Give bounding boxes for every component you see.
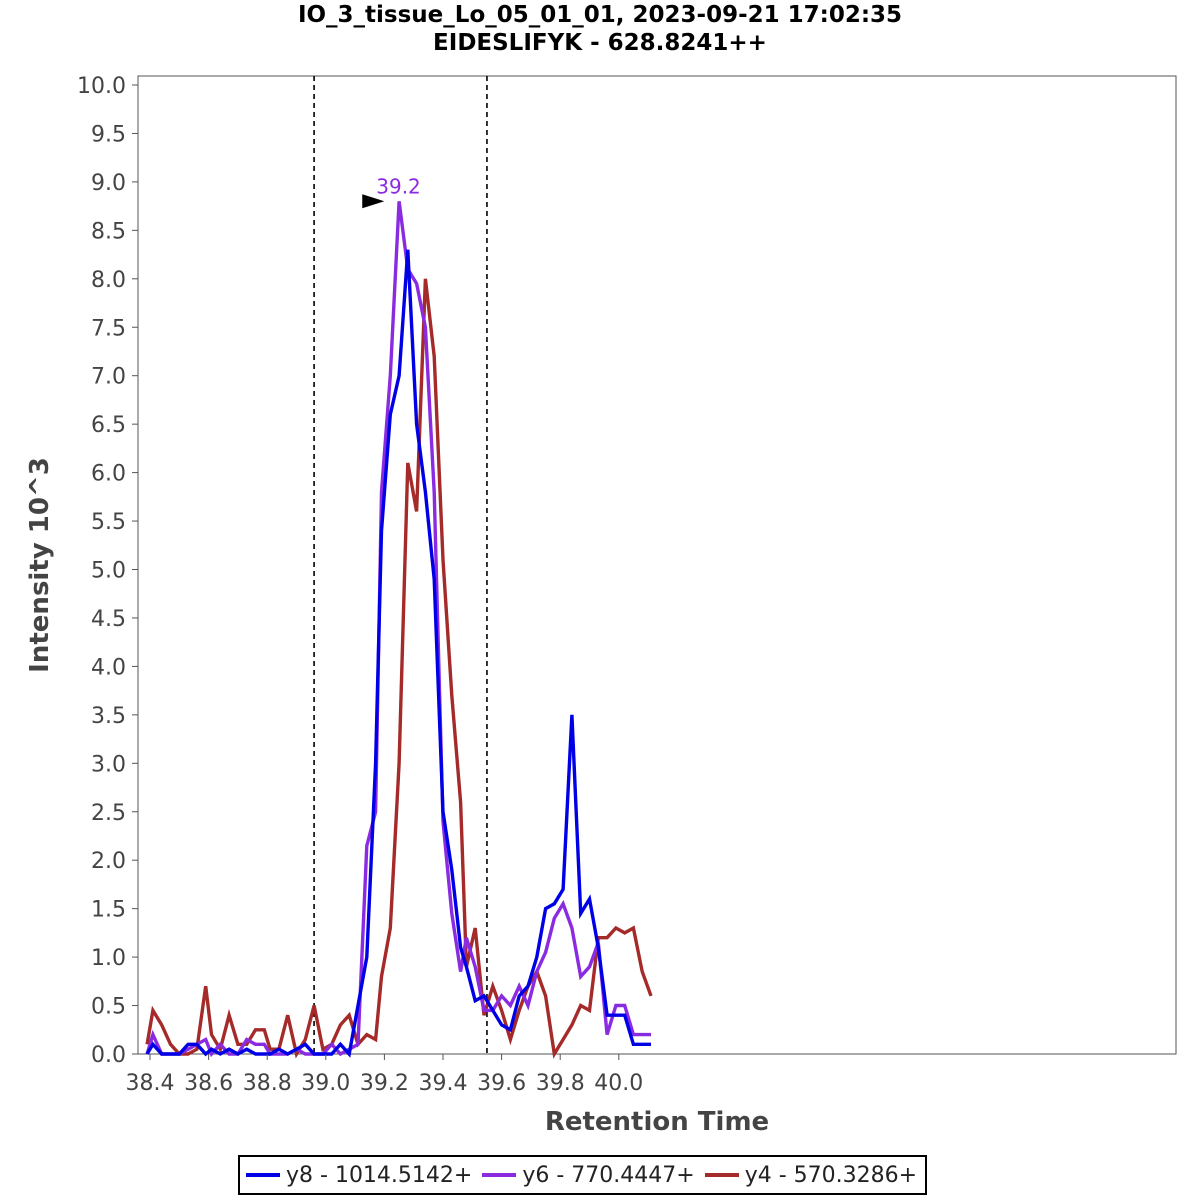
peak-boundaries — [313, 76, 488, 1054]
y-tick-label: 8.5 — [91, 219, 126, 244]
y-tick-label: 6.0 — [91, 462, 126, 487]
x-tick-label: 39.2 — [360, 1071, 409, 1096]
legend-swatch — [482, 1173, 517, 1177]
y-tick-label: 1.5 — [91, 898, 126, 923]
chart-title: IO_3_tissue_Lo_05_01_01, 2023-09-21 17:0… — [297, 2, 903, 28]
y-tick-label: 7.0 — [91, 365, 126, 390]
legend-item: y6 - 770.4447+ — [482, 1162, 695, 1188]
y-axis-title: Intensity 10^3 — [25, 457, 55, 673]
y-axis: 0.0 0.5 1.0 1.5 2.0 2.5 3.0 3.5 4.0 4.5 5.0 5.5 6.0 6… — [77, 74, 138, 1068]
legend-item: y4 - 570.3286+ — [704, 1162, 918, 1188]
x-tick-label: 39.8 — [536, 1071, 585, 1096]
y-tick-label: 9.5 — [91, 122, 126, 147]
legend-swatch — [704, 1173, 739, 1177]
y-tick-label: 4.0 — [91, 655, 126, 680]
y-tick-label: 6.5 — [91, 413, 126, 438]
legend-label: y6 - 770.4447+ — [522, 1162, 695, 1188]
series-line — [145, 201, 651, 1058]
x-tick-label: 39.6 — [477, 1071, 526, 1096]
peak-annotation: 39.2 — [362, 174, 421, 209]
y-tick-label: 0.5 — [91, 995, 126, 1020]
y-tick-label: 9.0 — [91, 171, 126, 196]
series-line — [145, 249, 651, 1058]
x-tick-label: 40.0 — [594, 1071, 643, 1096]
y-tick-label: 2.5 — [91, 801, 126, 826]
y-tick-label: 5.0 — [91, 559, 126, 584]
y-tick-label: 2.0 — [91, 849, 126, 874]
y-tick-label: 5.5 — [91, 510, 126, 535]
legend-label: y4 - 570.3286+ — [744, 1162, 918, 1188]
x-tick-label: 38.6 — [184, 1071, 233, 1096]
x-axis-title: Retention Time — [545, 1107, 769, 1137]
y-tick-label: 0.0 — [91, 1043, 126, 1068]
legend-label: y8 - 1014.5142+ — [286, 1162, 473, 1188]
y-tick-label: 4.5 — [91, 607, 126, 632]
x-tick-label: 38.8 — [243, 1071, 292, 1096]
plot-area — [137, 75, 1177, 1055]
chromatogram-chart: 39.2 0.0 0.5 1.0 1.5 2.0 2.5 3.0 3.5 4.0 4.5 5.0 5.… — [25, 74, 1177, 1137]
series-line — [145, 278, 653, 1059]
x-axis: 38.4 38.6 38.8 39.0 39.2 39.4 39.6 39.8 40.0 — [126, 1054, 643, 1096]
y-tick-label: 7.5 — [91, 316, 126, 341]
legend-item: y8 - 1014.5142+ — [246, 1163, 472, 1188]
x-tick-label: 39.0 — [301, 1071, 350, 1096]
y-tick-label: 10.0 — [77, 74, 126, 99]
legend: y8 - 1014.5142+ y6 - 770.4447+ y4 - 570.32… — [238, 1155, 928, 1195]
y-tick-label: 8.0 — [91, 268, 126, 293]
series-lines — [145, 201, 653, 1059]
peak-arrow — [362, 194, 385, 209]
y-tick-label: 1.0 — [91, 946, 126, 971]
y-tick-label: 3.5 — [91, 704, 126, 729]
x-tick-label: 38.4 — [126, 1071, 175, 1096]
chart-subtitle: EIDESLIFYK - 628.8241++ — [433, 30, 767, 56]
peak-label: 39.2 — [376, 174, 421, 198]
y-tick-label: 3.0 — [91, 752, 126, 777]
legend-swatch — [246, 1173, 280, 1177]
x-tick-label: 39.4 — [419, 1071, 468, 1096]
